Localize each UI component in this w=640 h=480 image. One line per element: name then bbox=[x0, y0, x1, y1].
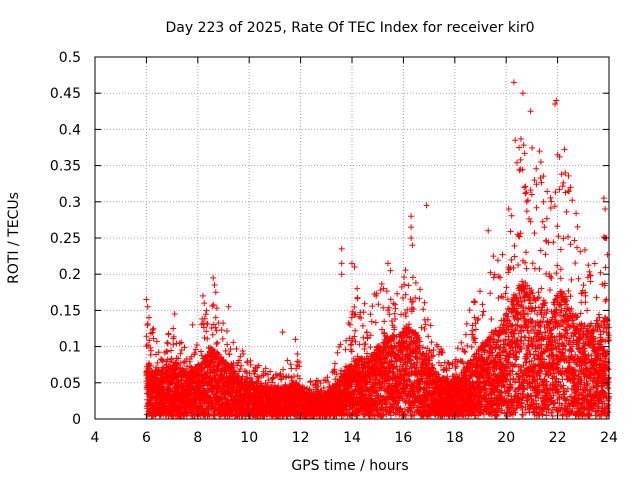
data-point bbox=[143, 343, 150, 350]
data-point bbox=[150, 335, 157, 342]
data-point bbox=[150, 325, 157, 332]
data-point bbox=[220, 356, 227, 363]
data-point bbox=[197, 348, 204, 355]
data-point bbox=[193, 342, 200, 349]
data-point bbox=[164, 339, 171, 346]
data-point bbox=[187, 363, 194, 370]
data-point bbox=[203, 328, 210, 335]
data-point bbox=[205, 411, 212, 418]
data-point bbox=[158, 356, 165, 363]
data-point bbox=[210, 321, 217, 328]
data-point bbox=[164, 340, 171, 347]
data-point bbox=[192, 346, 199, 353]
data-point bbox=[154, 359, 161, 366]
data-point bbox=[212, 324, 219, 331]
data-point bbox=[166, 358, 173, 365]
data-point bbox=[146, 337, 153, 344]
data-point bbox=[209, 331, 216, 338]
data-point bbox=[176, 340, 183, 347]
data-point bbox=[203, 307, 210, 314]
data-points bbox=[143, 79, 612, 420]
data-point bbox=[153, 338, 160, 345]
data-point bbox=[170, 333, 177, 340]
data-point bbox=[214, 339, 221, 346]
data-point bbox=[200, 320, 207, 327]
data-point bbox=[201, 315, 208, 322]
data-point bbox=[180, 359, 187, 366]
data-point bbox=[219, 335, 226, 342]
data-point bbox=[175, 355, 182, 362]
data-point bbox=[213, 327, 220, 334]
data-point bbox=[178, 339, 185, 346]
data-point bbox=[198, 352, 205, 359]
data-point bbox=[181, 344, 188, 351]
data-point bbox=[143, 333, 150, 340]
data-point bbox=[202, 396, 209, 403]
data-point bbox=[213, 340, 220, 347]
data-point bbox=[149, 326, 156, 333]
data-point bbox=[212, 405, 219, 412]
data-point bbox=[170, 341, 177, 348]
data-point bbox=[220, 320, 227, 327]
grid bbox=[95, 57, 609, 419]
data-point bbox=[168, 347, 175, 354]
data-point bbox=[147, 344, 154, 351]
data-point bbox=[210, 301, 217, 308]
data-point bbox=[164, 348, 171, 355]
data-point bbox=[209, 302, 216, 309]
data-point bbox=[204, 335, 211, 342]
data-point bbox=[144, 320, 151, 327]
data-point bbox=[159, 357, 166, 364]
data-point bbox=[201, 334, 208, 341]
data-point bbox=[177, 350, 184, 357]
data-point bbox=[202, 311, 209, 318]
data-point bbox=[170, 325, 177, 332]
data-point bbox=[191, 350, 198, 357]
data-point bbox=[204, 321, 211, 328]
data-point bbox=[155, 349, 162, 356]
data-point bbox=[165, 330, 172, 337]
data-point bbox=[148, 347, 155, 354]
data-point bbox=[178, 346, 185, 353]
data-point bbox=[213, 305, 220, 312]
data-point bbox=[147, 362, 154, 369]
data-point bbox=[207, 393, 214, 400]
data-point bbox=[200, 324, 207, 331]
data-point bbox=[218, 326, 225, 333]
